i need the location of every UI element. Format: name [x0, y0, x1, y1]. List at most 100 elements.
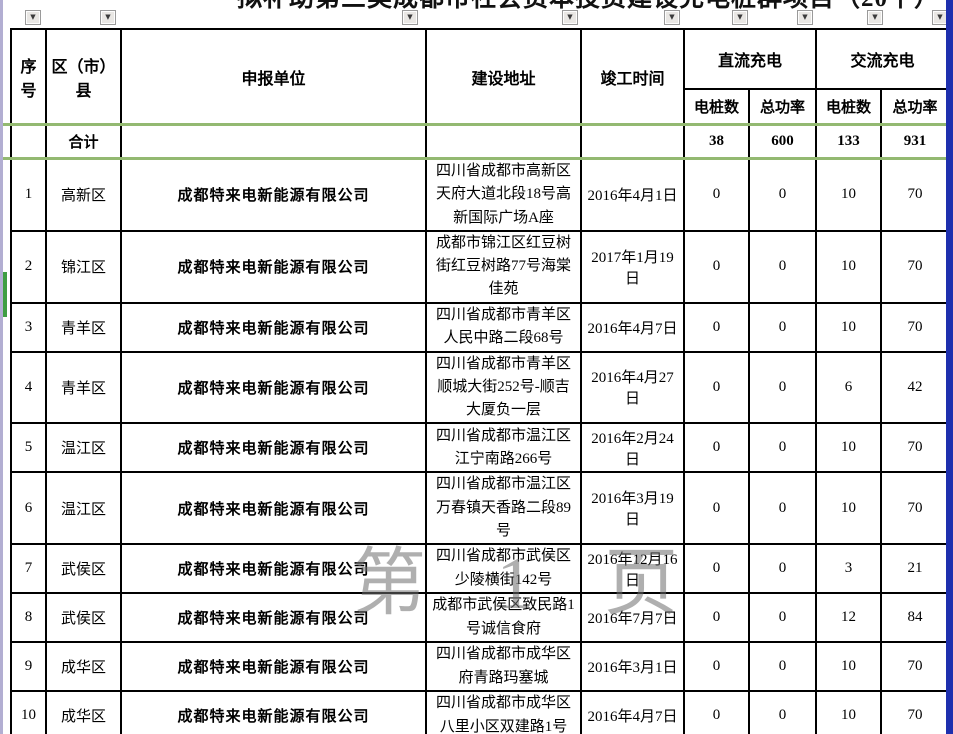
cell-dc-power: 0	[747, 641, 818, 692]
cell-ac-power: 42	[880, 350, 951, 425]
header-applicant: 申报单位	[120, 28, 427, 125]
filter-dropdown-button[interactable]: ▼	[867, 10, 883, 25]
cell-seq: 3	[10, 301, 47, 353]
cell-dc-power: 0	[747, 592, 818, 643]
header-seq: 序号	[10, 28, 47, 125]
cell-applicant: 成都特来电新能源有限公司	[120, 350, 427, 425]
chevron-down-icon: ▼	[30, 13, 36, 21]
cell-dc-power: 0	[747, 422, 818, 474]
cell-seq: 7	[10, 543, 47, 594]
cell-ac-power: 84	[880, 592, 951, 643]
cell-dc-power: 0	[747, 229, 818, 304]
filter-dropdown-button[interactable]: ▼	[402, 10, 418, 25]
header-ac-charging: 交流充电	[815, 28, 951, 90]
cell-dc-piles: 0	[683, 592, 750, 643]
cell-seq	[10, 123, 47, 160]
cell-applicant: 成都特来电新能源有限公司	[120, 158, 427, 232]
cell-district: 锦江区	[45, 229, 122, 304]
filter-dropdown-button[interactable]: ▼	[100, 10, 116, 25]
chevron-down-icon: ▼	[407, 13, 413, 21]
cell-applicant: 成都特来电新能源有限公司	[120, 471, 427, 545]
header-district: 区（市）县	[45, 28, 122, 125]
cell-ac-piles: 10	[815, 158, 883, 232]
filter-dropdown-button[interactable]: ▼	[732, 10, 748, 25]
cell-dc-power: 0	[747, 690, 818, 734]
cell-address: 四川省成都市青羊区人民中路二段68号	[425, 301, 582, 353]
cell-district: 成华区	[45, 690, 122, 734]
cell-address	[425, 123, 582, 160]
table-row[interactable]: 1 高新区 成都特来电新能源有限公司 四川省成都市高新区天府大道北段18号高新国…	[10, 158, 951, 232]
header-ac-power: 总功率	[880, 88, 951, 125]
cell-seq: 6	[10, 471, 47, 545]
page-break-line	[0, 157, 948, 160]
header-address: 建设地址	[425, 28, 582, 125]
header-dc-power: 总功率	[747, 88, 818, 125]
cell-completion: 2016年4月7日	[580, 690, 685, 734]
table-row[interactable]: 6 温江区 成都特来电新能源有限公司 四川省成都市温江区万春镇天香路二段89号 …	[10, 471, 951, 545]
cell-district: 青羊区	[45, 301, 122, 353]
cell-district: 温江区	[45, 471, 122, 545]
filter-dropdown-button[interactable]: ▼	[562, 10, 578, 25]
total-dc-piles: 38	[683, 123, 750, 160]
cell-address: 四川省成都市温江区江宁南路266号	[425, 422, 582, 474]
cell-applicant: 成都特来电新能源有限公司	[120, 422, 427, 474]
cell-applicant: 成都特来电新能源有限公司	[120, 641, 427, 692]
total-label: 合计	[45, 123, 122, 160]
cell-ac-piles: 10	[815, 641, 883, 692]
cell-district: 温江区	[45, 422, 122, 474]
table-row[interactable]: 3 青羊区 成都特来电新能源有限公司 四川省成都市青羊区人民中路二段68号 20…	[10, 301, 951, 353]
chevron-down-icon: ▼	[937, 13, 943, 21]
cell-applicant: 成都特来电新能源有限公司	[120, 592, 427, 643]
cell-completion: 2016年3月19日	[580, 471, 685, 545]
table-row[interactable]: 4 青羊区 成都特来电新能源有限公司 四川省成都市青羊区顺城大街252号-顺吉大…	[10, 350, 951, 425]
table-row[interactable]: 10 成华区 成都特来电新能源有限公司 四川省成都市成华区八里小区双建路1号 2…	[10, 690, 951, 734]
cell-completion: 2016年4月7日	[580, 301, 685, 353]
table-row[interactable]: 9 成华区 成都特来电新能源有限公司 四川省成都市成华区府青路玛塞城 2016年…	[10, 641, 951, 692]
table-row[interactable]: 7 武侯区 成都特来电新能源有限公司 四川省成都市武侯区少陵横街142号 201…	[10, 543, 951, 594]
cell-completion: 2016年7月7日	[580, 592, 685, 643]
cell-address: 成都市锦江区红豆树街红豆树路77号海棠佳苑	[425, 229, 582, 304]
cell-ac-piles: 10	[815, 471, 883, 545]
table-row[interactable]: 5 温江区 成都特来电新能源有限公司 四川省成都市温江区江宁南路266号 201…	[10, 422, 951, 474]
cell-applicant: 成都特来电新能源有限公司	[120, 229, 427, 304]
cell-district: 武侯区	[45, 592, 122, 643]
cell-address: 四川省成都市武侯区少陵横街142号	[425, 543, 582, 594]
cell-ac-power: 70	[880, 471, 951, 545]
cell-applicant	[120, 123, 427, 160]
sheet-title: 拟补助第三类成都市社会资本投资建设充电桩群项目（20个）	[237, 0, 940, 14]
cell-dc-piles: 0	[683, 543, 750, 594]
cell-dc-power: 0	[747, 471, 818, 545]
cell-dc-piles: 0	[683, 350, 750, 425]
cell-dc-piles: 0	[683, 301, 750, 353]
chevron-down-icon: ▼	[737, 13, 743, 21]
window-left-border	[0, 0, 3, 734]
cell-dc-piles: 0	[683, 229, 750, 304]
header-completion: 竣工时间	[580, 28, 685, 125]
charging-projects-table: 序号 区（市）县 申报单位 建设地址 竣工时间 直流充电 交流充电 电桩数 总功…	[10, 28, 951, 734]
chevron-down-icon: ▼	[872, 13, 878, 21]
cell-applicant: 成都特来电新能源有限公司	[120, 543, 427, 594]
chevron-down-icon: ▼	[802, 13, 808, 21]
chevron-down-icon: ▼	[567, 13, 573, 21]
cell-applicant: 成都特来电新能源有限公司	[120, 301, 427, 353]
table-row[interactable]: 8 武侯区 成都特来电新能源有限公司 成都市武侯区致民路1号诚信食府 2016年…	[10, 592, 951, 643]
cell-address: 四川省成都市成华区八里小区双建路1号	[425, 690, 582, 734]
cell-ac-power: 21	[880, 543, 951, 594]
cell-completion: 2016年2月24日	[580, 422, 685, 474]
cell-dc-piles: 0	[683, 158, 750, 232]
window-right-border[interactable]	[946, 0, 953, 734]
cell-completion: 2016年4月27日	[580, 350, 685, 425]
cell-district: 青羊区	[45, 350, 122, 425]
cell-address: 四川省成都市温江区万春镇天香路二段89号	[425, 471, 582, 545]
cell-ac-piles: 10	[815, 422, 883, 474]
page-watermark: 第 1 页	[352, 543, 704, 625]
total-row: 合计 38 600 133 931	[10, 123, 951, 160]
filter-dropdown-button[interactable]: ▼	[664, 10, 680, 25]
filter-dropdown-button[interactable]: ▼	[797, 10, 813, 25]
filter-dropdown-button[interactable]: ▼	[25, 10, 41, 25]
cell-ac-piles: 10	[815, 690, 883, 734]
header-dc-charging: 直流充电	[682, 28, 818, 90]
table-row[interactable]: 2 锦江区 成都特来电新能源有限公司 成都市锦江区红豆树街红豆树路77号海棠佳苑…	[10, 229, 951, 304]
page-break-strip	[0, 272, 7, 317]
